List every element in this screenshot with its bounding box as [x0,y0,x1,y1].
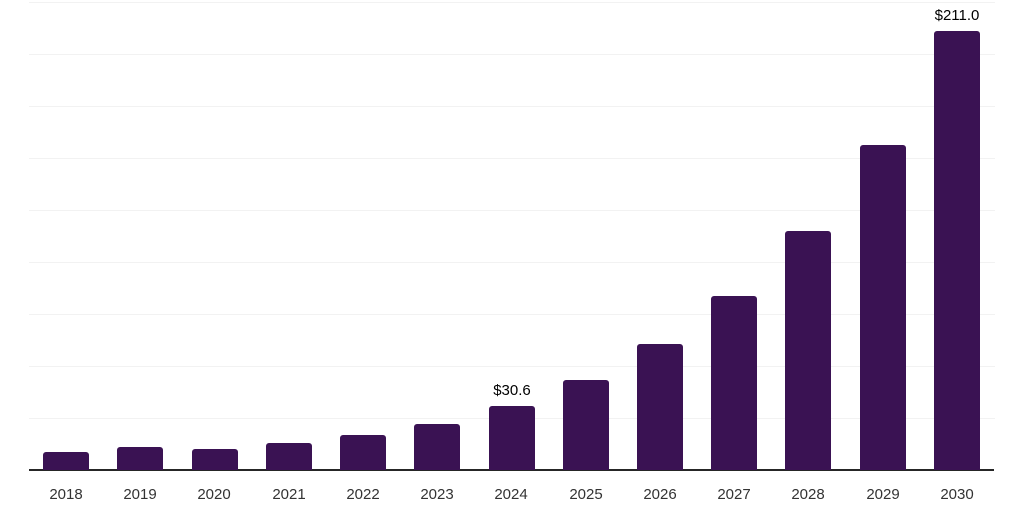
x-tick-label: 2019 [123,486,157,503]
bar-2025 [563,380,609,470]
x-tick-label: 2020 [197,486,231,503]
gridline [29,106,995,107]
bar-2019 [117,447,163,470]
bar-2030 [934,31,980,470]
x-tick-label: 2027 [717,486,751,503]
bar-2022 [340,435,386,470]
x-tick-label: 2023 [420,486,454,503]
bar-2024 [489,406,535,470]
x-tick-label: 2018 [49,486,83,503]
bar-2028 [785,231,831,470]
bar-value-label: $30.6 [493,382,531,399]
x-axis-line [29,469,994,471]
gridline [29,54,995,55]
gridline [29,262,995,263]
gridline [29,314,995,315]
x-tick-label: 2022 [346,486,380,503]
gridline [29,2,995,3]
x-tick-label: 2028 [791,486,825,503]
bar-2021 [266,443,312,470]
bar-2029 [860,145,906,470]
bar-2020 [192,449,238,470]
x-tick-label: 2030 [940,486,974,503]
bar-2018 [43,452,89,470]
gridline [29,366,995,367]
x-tick-label: 2025 [569,486,603,503]
x-tick-label: 2021 [272,486,306,503]
gridline [29,158,995,159]
bar-value-label: $211.0 [934,7,980,24]
bar-2026 [637,344,683,470]
bar-2023 [414,424,460,470]
x-tick-label: 2029 [866,486,900,503]
gridline [29,210,995,211]
bar-2027 [711,296,757,470]
x-tick-label: 2026 [643,486,677,503]
x-tick-label: 2024 [494,486,528,503]
